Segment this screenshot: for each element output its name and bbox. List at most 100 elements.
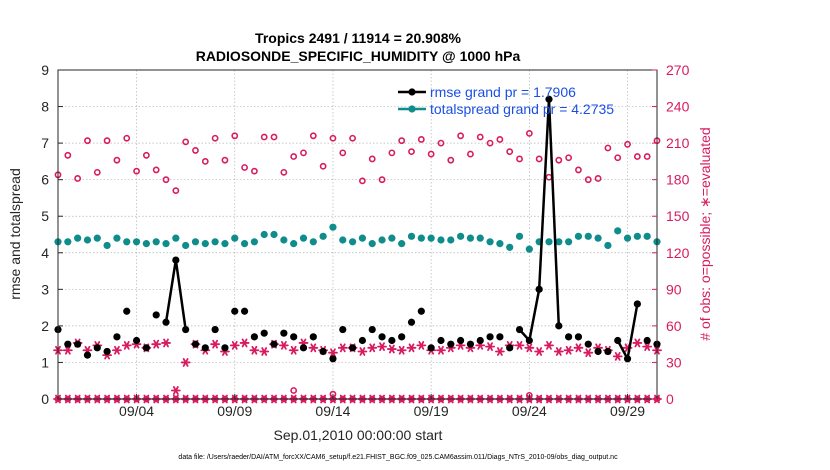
possible-obs-marker <box>575 166 582 174</box>
possible-obs-marker <box>241 164 248 171</box>
rmse-point <box>270 340 278 348</box>
totalspread-point <box>368 240 376 248</box>
totalspread-point <box>594 234 602 242</box>
rmse-point <box>584 340 592 348</box>
possible-obs-marker <box>231 132 239 140</box>
rmse-point <box>221 344 229 352</box>
chart-subtitle: RADIOSONDE_SPECIFIC_HUMIDITY @ 1000 hPa <box>196 48 521 64</box>
evaluated-obs-marker <box>563 345 574 355</box>
evaluated-obs-marker-stroke <box>614 351 621 361</box>
evaluated-obs-marker <box>278 341 289 350</box>
evaluated-obs-marker-stroke <box>212 339 219 349</box>
evaluated-obs-marker-stroke <box>585 348 592 358</box>
evaluated-obs-marker <box>121 341 132 350</box>
rmse-point <box>417 307 425 315</box>
totalspread-point <box>574 232 583 240</box>
possible-obs-marker <box>565 154 573 162</box>
possible-obs-marker <box>447 156 455 164</box>
rmse-point <box>93 344 101 352</box>
possible-obs-marker <box>604 144 612 152</box>
totalspread-point <box>398 240 406 248</box>
totalspread-point <box>466 234 475 242</box>
totalspread-point <box>457 232 465 240</box>
evaluated-obs-marker-stroke <box>330 348 336 358</box>
evaluated-obs-marker <box>229 341 240 350</box>
totalspread-point <box>427 234 435 242</box>
evaluated-obs-marker-stroke <box>280 341 287 350</box>
evaluated-obs-marker-stroke <box>565 345 572 355</box>
totalspread-point <box>437 236 445 244</box>
evaluated-obs-marker <box>514 341 525 350</box>
rmse-point <box>299 344 308 352</box>
totalspread-point <box>358 234 367 242</box>
possible-obs-marker <box>427 150 435 158</box>
evaluated-obs-marker-stroke <box>644 342 651 351</box>
y-tick-label-left: 2 <box>41 318 49 334</box>
evaluated-obs-marker-stroke <box>555 347 562 356</box>
chart-title: Tropics 2491 / 11914 = 20.908% <box>255 30 461 46</box>
y-tick-label-right: 210 <box>666 135 690 151</box>
possible-obs-marker <box>506 148 514 156</box>
rmse-point <box>172 256 180 264</box>
y-tick-label-left: 8 <box>41 99 49 115</box>
totalspread-point <box>515 232 524 240</box>
evaluated-obs-marker <box>583 348 594 358</box>
rmse-point <box>113 333 121 341</box>
possible-obs-marker <box>417 136 425 143</box>
possible-obs-marker <box>467 150 474 158</box>
evaluated-obs-marker-stroke <box>241 338 248 348</box>
evaluated-obs-marker-stroke <box>290 345 297 355</box>
evaluated-obs-marker-stroke <box>359 347 366 356</box>
evaluated-obs-marker-stroke <box>172 386 179 395</box>
evaluated-obs-marker <box>494 347 505 356</box>
plot-frame <box>57 69 658 400</box>
rmse-point <box>486 333 494 341</box>
totalspread-point <box>299 234 308 242</box>
x-tick-label: 09/29 <box>610 403 645 419</box>
evaluated-obs-marker <box>524 343 535 353</box>
evaluated-obs-marker-stroke <box>634 338 641 348</box>
possible-obs-marker <box>643 153 651 160</box>
totalspread-point <box>191 238 200 246</box>
evaluated-obs-marker-stroke <box>408 343 415 353</box>
totalspread-point <box>486 238 494 246</box>
totalspread-point <box>309 238 317 246</box>
possible-obs-marker <box>378 176 386 184</box>
evaluated-obs-marker <box>308 343 319 353</box>
totalspread-point <box>623 234 632 242</box>
rmse-point <box>447 340 455 348</box>
y-tick-label-left: 5 <box>41 208 49 224</box>
rmse-point <box>535 285 543 293</box>
evaluated-obs-marker <box>161 338 171 348</box>
x-tick-label: 09/24 <box>512 403 547 419</box>
totalspread-point <box>201 240 209 248</box>
evaluated-obs-marker-stroke <box>310 343 317 353</box>
totalspread-point <box>319 232 327 240</box>
rmse-point <box>496 333 504 341</box>
evaluated-obs-marker <box>534 347 545 356</box>
possible-obs-marker <box>133 167 140 175</box>
possible-obs-marker <box>211 134 219 142</box>
evaluated-obs-marker-stroke <box>114 345 120 355</box>
evaluated-obs-marker <box>642 342 653 351</box>
possible-obs-marker <box>555 156 563 164</box>
possible-obs-marker <box>349 134 356 142</box>
rmse-point <box>240 307 249 315</box>
possible-obs-marker <box>486 139 494 147</box>
possible-obs-marker <box>388 149 396 157</box>
rmse-point <box>398 333 406 341</box>
possible-obs-marker <box>633 153 641 160</box>
rmse-point <box>74 340 82 348</box>
legend-rmse-marker <box>408 88 416 96</box>
possible-obs-marker <box>182 138 190 146</box>
axis-ticks: 0123456789030609012015018021024027009/04… <box>41 62 689 419</box>
totalspread-point <box>83 236 92 244</box>
rmse-point <box>260 329 268 337</box>
evaluated-obs-marker <box>170 386 181 395</box>
evaluated-obs-marker <box>632 338 643 348</box>
evaluated-obs-marker <box>612 351 623 361</box>
possible-obs-marker <box>221 156 229 164</box>
possible-obs-marker <box>260 133 268 141</box>
possible-obs-marker <box>172 187 180 195</box>
evaluated-obs-marker <box>357 347 368 356</box>
